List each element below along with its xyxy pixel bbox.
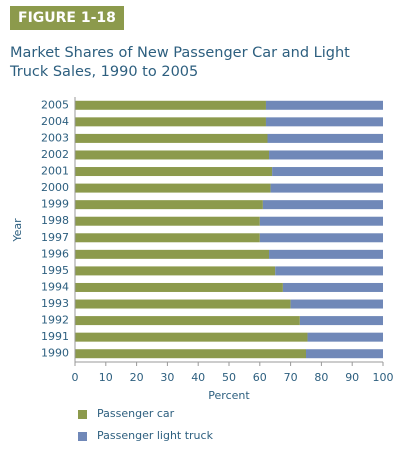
- y-tick-label: 1990: [41, 347, 69, 360]
- bar-segment: [75, 282, 283, 292]
- y-tick-label: 1995: [41, 264, 69, 277]
- bar-segment: [75, 299, 291, 309]
- bar-segment: [75, 117, 266, 127]
- y-tick-label: 1998: [41, 214, 69, 227]
- legend-label: Passenger light truck: [97, 429, 214, 442]
- y-tick-label: 1999: [41, 198, 69, 211]
- bar-segment: [299, 316, 383, 326]
- x-tick-label: 100: [373, 371, 394, 384]
- bar-segment: [267, 133, 383, 143]
- bar-segment: [275, 266, 383, 276]
- chart-title: Market Shares of New Passenger Car and L…: [10, 45, 350, 80]
- bar-segment: [75, 216, 260, 226]
- x-tick-label: 10: [99, 371, 113, 384]
- y-tick-label: 2000: [41, 181, 69, 194]
- bar-segment: [290, 299, 383, 309]
- bar-segment: [75, 316, 300, 326]
- y-tick-label: 1993: [41, 297, 69, 310]
- bar-segment: [75, 266, 276, 276]
- y-tick-label: 1994: [41, 280, 69, 293]
- y-tick-label: 1997: [41, 231, 69, 244]
- bar-segment: [75, 183, 271, 193]
- y-tick-label: 2002: [41, 148, 69, 161]
- figure-label: FIGURE 1-18: [10, 6, 124, 30]
- legend-label: Passenger car: [97, 407, 175, 420]
- x-tick-label: 20: [130, 371, 144, 384]
- legend-swatch: [78, 432, 87, 441]
- bar-segment: [75, 200, 263, 210]
- bar-segment: [307, 332, 383, 342]
- bar-segment: [75, 150, 270, 160]
- y-tick-label: 1992: [41, 314, 69, 327]
- y-axis-label: Year: [11, 218, 24, 243]
- bar-segment: [75, 133, 268, 143]
- x-tick-label: 50: [222, 371, 236, 384]
- x-tick-label: 0: [72, 371, 79, 384]
- y-tick-label: 2003: [41, 131, 69, 144]
- x-tick-label: 30: [160, 371, 174, 384]
- bar-segment: [265, 117, 383, 127]
- bar-segment: [75, 233, 260, 243]
- bar-segment: [306, 349, 383, 359]
- x-axis-label: Percent: [208, 389, 250, 402]
- x-tick-label: 70: [284, 371, 298, 384]
- y-tick-label: 1991: [41, 330, 69, 343]
- bar-segment: [259, 216, 383, 226]
- y-tick-label: 2005: [41, 98, 69, 111]
- y-tick-label: 2001: [41, 165, 69, 178]
- bar-segment: [269, 150, 383, 160]
- bar-segment: [272, 167, 383, 177]
- bar-segment: [259, 233, 383, 243]
- bar-segment: [75, 100, 266, 110]
- bar-segment: [262, 200, 383, 210]
- x-tick-label: 80: [314, 371, 328, 384]
- bar-segment: [270, 183, 383, 193]
- legend-swatch: [78, 410, 87, 419]
- x-tick-label: 90: [345, 371, 359, 384]
- x-tick-label: 60: [253, 371, 267, 384]
- bar-segment: [269, 249, 383, 259]
- bar-segment: [265, 100, 383, 110]
- y-tick-label: 2004: [41, 115, 69, 128]
- bar-segment: [75, 249, 270, 259]
- bar-segment: [75, 349, 306, 359]
- x-tick-label: 40: [191, 371, 205, 384]
- bar-segment: [282, 282, 383, 292]
- bar-segment: [75, 167, 273, 177]
- bar-segment: [75, 332, 308, 342]
- y-tick-label: 1996: [41, 247, 69, 260]
